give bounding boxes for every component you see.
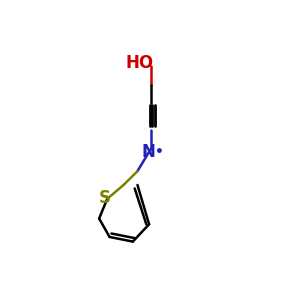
Text: •: • bbox=[155, 145, 164, 159]
Text: N: N bbox=[142, 143, 156, 161]
Text: S: S bbox=[99, 189, 111, 207]
Text: HO: HO bbox=[126, 54, 154, 72]
